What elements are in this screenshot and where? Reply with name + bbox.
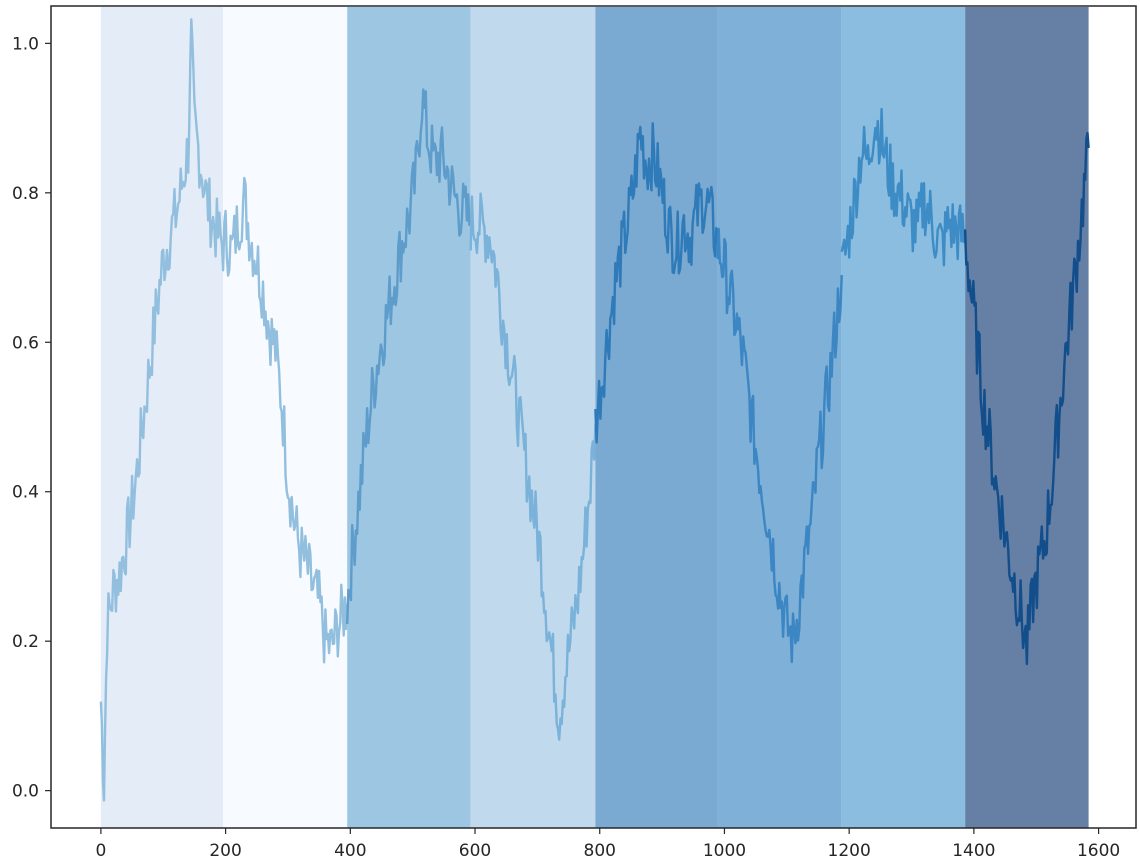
x-tick-label: 0 — [95, 841, 106, 861]
x-tick-label: 1600 — [1077, 841, 1120, 861]
x-tick-label: 800 — [584, 841, 616, 861]
x-tick-label: 1400 — [952, 841, 995, 861]
series-line-6 — [963, 131, 1090, 666]
band-0 — [100, 7, 224, 828]
x-tick-label: 1000 — [703, 841, 746, 861]
x-tick-label: 400 — [334, 841, 366, 861]
x-tick-label: 600 — [459, 841, 491, 861]
band-6 — [841, 7, 966, 828]
x-tick-label: 200 — [209, 841, 241, 861]
series-line-5 — [840, 107, 967, 267]
series-line-0 — [99, 18, 349, 802]
y-axis-ticks: 0.0 0.2 0.4 0.6 0.8 1.0 — [12, 34, 51, 802]
y-tick-label: 1.0 — [12, 34, 39, 54]
series-line-3 — [594, 122, 719, 444]
series-line-1 — [346, 88, 472, 625]
y-tick-label: 0.6 — [12, 333, 39, 353]
series-line-2 — [469, 192, 597, 741]
y-tick-label: 0.4 — [12, 483, 39, 503]
series-line-4 — [716, 227, 843, 664]
x-axis-ticks: 0 200 400 600 800 1000 1200 1400 1600 — [95, 828, 1120, 861]
series-lines — [99, 18, 1090, 802]
y-tick-label: 0.0 — [12, 782, 39, 802]
y-tick-label: 0.2 — [12, 632, 39, 652]
band-3 — [470, 7, 596, 828]
x-tick-label: 1200 — [828, 841, 871, 861]
band-4 — [595, 7, 718, 828]
y-tick-label: 0.8 — [12, 184, 39, 204]
plot-frame — [50, 5, 1137, 829]
